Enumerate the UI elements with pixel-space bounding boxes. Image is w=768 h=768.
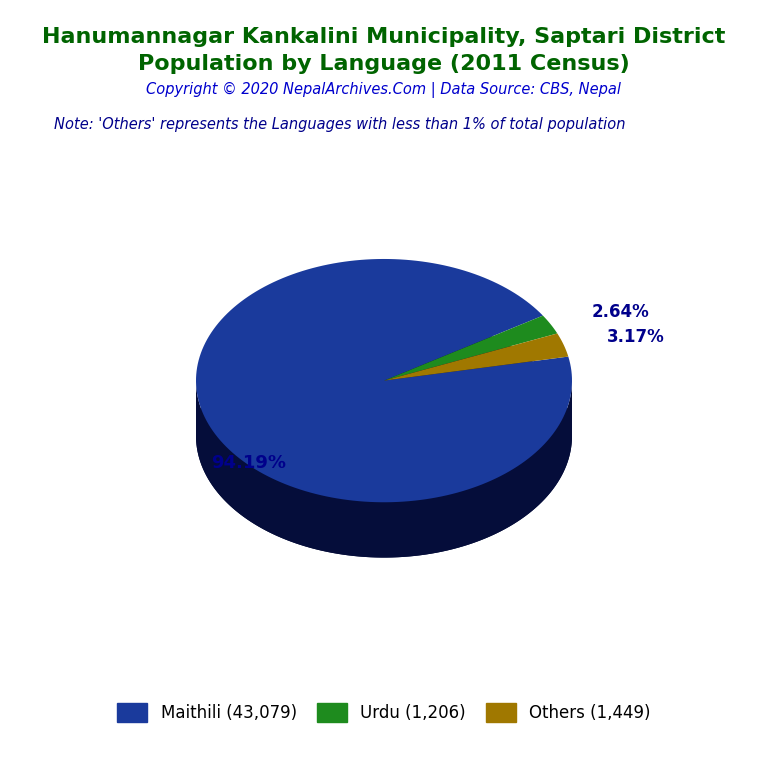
Polygon shape xyxy=(196,314,572,558)
Text: 3.17%: 3.17% xyxy=(607,328,665,346)
Polygon shape xyxy=(384,316,558,381)
Polygon shape xyxy=(196,259,572,502)
Text: 94.19%: 94.19% xyxy=(211,455,286,472)
Text: Hanumannagar Kankalini Municipality, Saptari District: Hanumannagar Kankalini Municipality, Sap… xyxy=(42,27,726,47)
Text: Note: 'Others' represents the Languages with less than 1% of total population: Note: 'Others' represents the Languages … xyxy=(54,117,625,132)
Text: Population by Language (2011 Census): Population by Language (2011 Census) xyxy=(138,54,630,74)
Text: 2.64%: 2.64% xyxy=(592,303,650,321)
Polygon shape xyxy=(384,333,568,381)
Polygon shape xyxy=(196,382,572,558)
Legend: Maithili (43,079), Urdu (1,206), Others (1,449): Maithili (43,079), Urdu (1,206), Others … xyxy=(111,697,657,729)
Text: Copyright © 2020 NepalArchives.Com | Data Source: CBS, Nepal: Copyright © 2020 NepalArchives.Com | Dat… xyxy=(147,82,621,98)
